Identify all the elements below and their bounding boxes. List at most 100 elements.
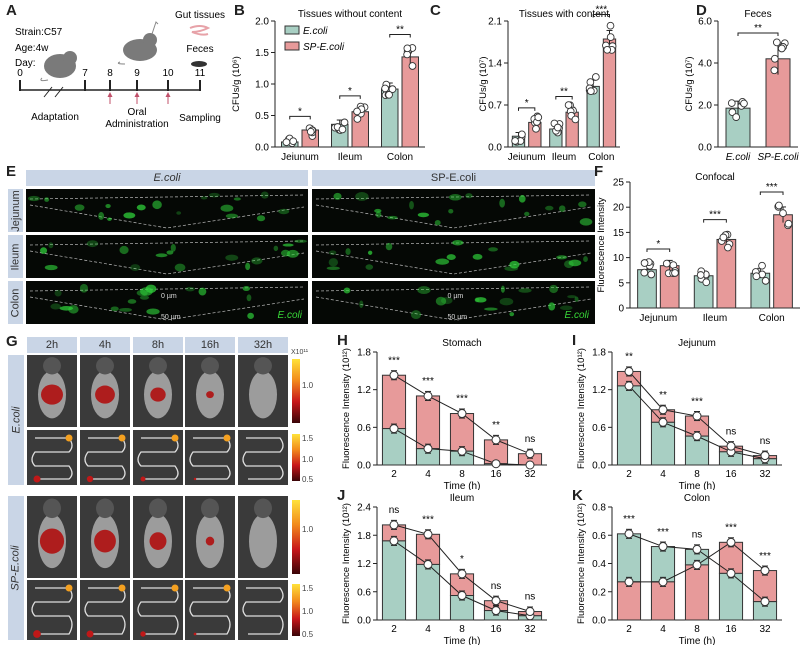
y-tick-label: 2.1 xyxy=(488,17,502,28)
fluorescence-spot xyxy=(59,306,74,311)
chart-title: Confocal xyxy=(695,172,734,183)
time-header-16h: 16h xyxy=(185,337,235,353)
data-point xyxy=(571,115,580,124)
bar-lower xyxy=(616,581,642,621)
data-point xyxy=(564,101,573,109)
significance-bracket xyxy=(555,95,573,100)
fluorescence-spot xyxy=(375,211,382,218)
y-tick-label: 0.6 xyxy=(592,531,606,542)
signal-overlay xyxy=(95,385,115,404)
fluorescence-spot xyxy=(286,249,299,258)
data-point xyxy=(518,130,526,139)
confocal-image: E.coli 0 µm 50 µm xyxy=(312,281,595,324)
confocal-render xyxy=(27,191,305,229)
fluorescence-spot xyxy=(548,302,556,311)
fluorescence-spot xyxy=(208,192,220,198)
y-tick-label: 0.0 xyxy=(698,143,712,154)
x-tick-label: Jejunum xyxy=(281,152,319,160)
image-render xyxy=(189,434,231,481)
gut-image xyxy=(185,580,235,640)
data-point xyxy=(306,127,315,136)
chart-title: Jejunum xyxy=(678,338,716,349)
y-tick-label: 4.0 xyxy=(698,59,712,70)
x-tick-label: 2 xyxy=(626,624,632,635)
fluorescence-spot xyxy=(385,242,393,251)
fluorescence-spot xyxy=(568,259,582,267)
data-point xyxy=(726,568,736,578)
significance-label: *** xyxy=(595,4,607,15)
panel-letter-a: A xyxy=(6,2,17,19)
fluorescence-spot xyxy=(44,264,58,271)
data-point xyxy=(553,123,562,132)
fluorescence-spot xyxy=(559,205,566,212)
data-point xyxy=(702,278,711,287)
significance-bracket xyxy=(737,32,779,36)
significance-label: * xyxy=(525,98,529,109)
bar-upper xyxy=(381,374,407,430)
administration-label: Administration xyxy=(105,119,168,130)
data-point xyxy=(658,577,668,587)
x-tick-label: 32 xyxy=(524,469,536,480)
x-tick-label: Ileum xyxy=(338,152,362,160)
data-point xyxy=(658,542,668,552)
y-axis-label: Fluorescence Intensity (10¹²) xyxy=(576,503,587,624)
colorbar-tick-label: 1.0 xyxy=(302,524,314,534)
y-tick-label: 2.0 xyxy=(255,17,269,28)
arrow-head-icon xyxy=(107,92,113,97)
y-tick-label: 0.0 xyxy=(488,143,502,154)
fluorescence-spot xyxy=(499,297,514,306)
significance-label: *** xyxy=(759,551,771,562)
gut-tract xyxy=(242,437,284,480)
chart-title: Stomach xyxy=(442,338,481,349)
gut-image xyxy=(80,430,130,485)
signal-spot xyxy=(65,434,73,442)
image-render xyxy=(38,498,66,569)
fluorescence-spot xyxy=(86,240,99,248)
data-point xyxy=(662,259,671,268)
data-point xyxy=(389,424,399,434)
significance-bracket xyxy=(389,34,411,38)
signal-spot xyxy=(223,434,231,442)
row-group-header: SP-E.coli xyxy=(8,496,24,640)
day-label: 11 xyxy=(195,68,206,79)
scale-top-label: 0 µm xyxy=(447,293,464,300)
panel-letter-j: J xyxy=(337,487,346,504)
data-point xyxy=(696,271,705,279)
x-axis-label: Time (h) xyxy=(444,481,481,490)
y-tick-label: 1.8 xyxy=(357,348,371,359)
x-tick-label: 4 xyxy=(425,469,431,480)
chart-j: Ileum 0.0 0.6 1.2 1.8 2.4 Fluorescence Intensi… xyxy=(341,493,547,645)
fluorescence-spot xyxy=(200,196,208,200)
significance-bracket xyxy=(646,248,671,253)
y-tick-label: 2.4 xyxy=(357,503,371,514)
fluorescence-spot xyxy=(294,239,307,243)
data-point xyxy=(726,441,736,451)
significance-label: ns xyxy=(525,592,536,603)
body-image xyxy=(238,496,288,578)
chart-h: Stomach 0.0 0.6 1.2 1.8 Fluorescence Intensit… xyxy=(341,338,547,490)
fluorescence-spot xyxy=(282,243,294,247)
gut-image xyxy=(185,430,235,485)
mouse-head xyxy=(201,498,219,519)
row-header-ileum: Ileum xyxy=(8,235,23,278)
signal-spot xyxy=(33,475,41,483)
data-point xyxy=(761,276,770,285)
x-tick-label: 16 xyxy=(725,624,737,635)
arrow-head-icon xyxy=(134,92,140,97)
fluorescence-spot xyxy=(446,254,456,261)
fluorescence-spot xyxy=(452,239,464,246)
fluorescence-spot xyxy=(50,303,62,310)
fluorescence-spot xyxy=(545,205,554,211)
bar-lower xyxy=(616,385,642,466)
x-tick-label: E.coli xyxy=(726,152,751,160)
significance-label: *** xyxy=(422,376,434,387)
y-tick-label: 0.0 xyxy=(592,616,606,627)
legend-swatch xyxy=(284,41,300,51)
row-header-label: Colon xyxy=(9,288,22,317)
sampling-label: Sampling xyxy=(179,113,221,124)
fluorescence-spot xyxy=(409,200,414,210)
outline-dashed xyxy=(315,286,592,321)
significance-label: *** xyxy=(422,515,434,526)
signal-spot xyxy=(171,434,179,442)
data-point xyxy=(775,201,783,210)
